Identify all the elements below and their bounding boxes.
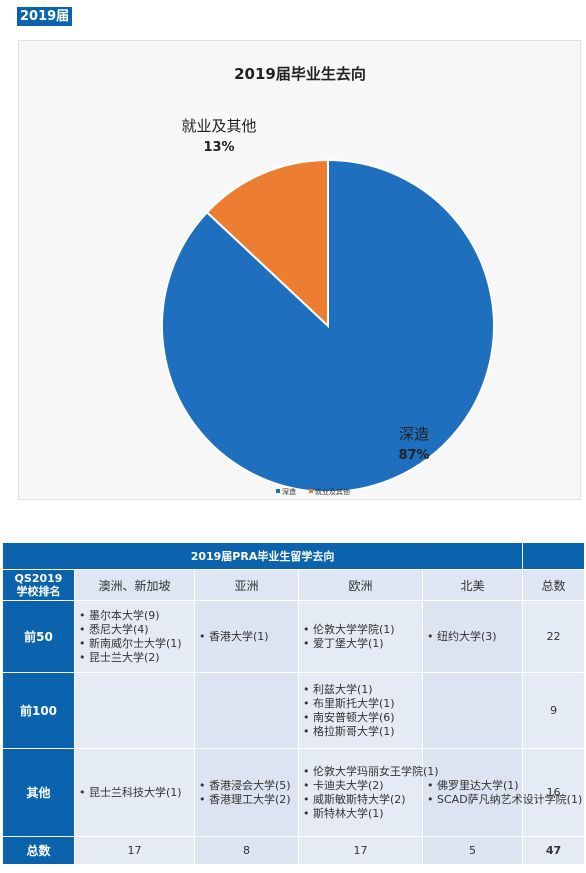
university-item: 新南威尔士大学(1) xyxy=(79,637,190,651)
pie-slice-0 xyxy=(161,158,495,493)
cell-other-aus-sg: 昆士兰科技大学(1) xyxy=(74,748,195,837)
university-item: 南安普顿大学(6) xyxy=(303,711,418,725)
cell-top50-europe: 伦敦大学学院(1)爱丁堡大学(1) xyxy=(298,600,423,673)
university-item: 悉尼大学(4) xyxy=(79,623,190,637)
cell-top50-total: 22 xyxy=(522,600,586,673)
col-header-na: 北美 xyxy=(421,569,524,601)
col-header-europe: 欧洲 xyxy=(298,569,423,601)
list-other-aus-sg: 昆士兰科技大学(1) xyxy=(79,786,190,800)
cell-top50-na: 纽约大学(3) xyxy=(421,600,524,673)
cell-top100-asia xyxy=(194,672,299,749)
university-item: 香港大学(1) xyxy=(199,630,294,644)
university-item: 格拉斯哥大学(1) xyxy=(303,725,418,739)
col-header-asia: 亚洲 xyxy=(194,569,299,601)
cell-other-na: 佛罗里达大学(1)SCAD萨凡纳艺术设计学院(1) xyxy=(421,748,582,837)
total-asia: 8 xyxy=(194,836,299,865)
chart-title: 2019届毕业生去向 xyxy=(234,65,366,83)
pie-slices xyxy=(161,158,495,493)
grand-total: 47 xyxy=(522,836,586,865)
university-item: 威斯敏斯特大学(2) xyxy=(303,793,418,807)
slice-label: 深造 xyxy=(399,425,429,443)
university-item: 香港浸会大学(5) xyxy=(199,779,294,793)
list-other-asia: 香港浸会大学(5)香港理工大学(2) xyxy=(199,779,294,807)
legend-swatch xyxy=(309,489,313,493)
university-item: 昆士兰大学(2) xyxy=(79,651,190,665)
destination-table: 2019届PRA毕业生留学去向 QS2019学校排名 澳洲、新加坡 亚洲 欧洲 … xyxy=(1,542,586,865)
slice-value-label: 13% xyxy=(203,140,234,155)
row-label-top50: 前50 xyxy=(2,600,75,673)
cell-top50-asia: 香港大学(1) xyxy=(194,600,299,673)
table-title-blank xyxy=(522,542,586,570)
pie-slice-labels: 深造 87% 就业及其他 13% xyxy=(181,117,429,463)
university-item: 香港理工大学(2) xyxy=(199,793,294,807)
university-item: 墨尔本大学(9) xyxy=(79,609,190,623)
table-title: 2019届PRA毕业生留学去向 xyxy=(1,542,524,570)
cell-top50-aus-sg: 墨尔本大学(9)悉尼大学(4)新南威尔士大学(1)昆士兰大学(2) xyxy=(74,600,195,673)
pie-chart: 2019届毕业生去向 深造 87% 就业及其他 13% 深造 就业及其他 xyxy=(18,40,581,500)
university-item: SCAD萨凡纳艺术设计学院(1) xyxy=(427,793,582,807)
cell-top100-europe: 利兹大学(1)布里斯托大学(1)南安普顿大学(6)格拉斯哥大学(1) xyxy=(298,672,423,749)
list-top50-asia: 香港大学(1) xyxy=(199,630,294,644)
university-item: 佛罗里达大学(1) xyxy=(427,779,519,793)
list-top50-europe: 伦敦大学学院(1)爱丁堡大学(1) xyxy=(303,623,418,651)
chart-legend: 深造 就业及其他 xyxy=(276,487,350,496)
list-top50-aus-sg: 墨尔本大学(9)悉尼大学(4)新南威尔士大学(1)昆士兰大学(2) xyxy=(79,609,190,665)
slice-label: 就业及其他 xyxy=(181,117,256,135)
total-aus-sg: 17 xyxy=(74,836,195,865)
total-europe: 17 xyxy=(298,836,423,865)
university-item: 布里斯托大学(1) xyxy=(303,697,418,711)
university-item: 伦敦大学学院(1) xyxy=(303,623,418,637)
year-tag: 2019届 xyxy=(17,7,73,26)
cell-top100-total: 9 xyxy=(522,672,586,749)
list-top50-na: 纽约大学(3) xyxy=(427,630,518,644)
legend-label: 就业及其他 xyxy=(315,487,350,496)
university-item: 利兹大学(1) xyxy=(303,683,418,697)
legend-swatch xyxy=(276,489,280,493)
col-header-total: 总数 xyxy=(522,569,586,601)
legend-label: 深造 xyxy=(282,487,296,496)
cell-other-europe: 伦敦大学玛丽女王学院(1)卡迪夫大学(2)威斯敏斯特大学(2)斯特林大学(1) xyxy=(298,748,439,837)
pie-slice-1 xyxy=(205,158,329,329)
col-header-rank: QS2019学校排名 xyxy=(2,569,75,601)
university-item: 斯特林大学(1) xyxy=(303,807,418,821)
total-na: 5 xyxy=(421,836,524,865)
col-header-aus-sg: 澳洲、新加坡 xyxy=(74,569,195,601)
university-item: 纽约大学(3) xyxy=(427,630,518,644)
list-other-europe: 伦敦大学玛丽女王学院(1)卡迪夫大学(2)威斯敏斯特大学(2)斯特林大学(1) xyxy=(303,765,439,821)
row-label-other: 其他 xyxy=(2,748,75,837)
slice-value-label: 87% xyxy=(398,448,429,463)
list-top100-europe: 利兹大学(1)布里斯托大学(1)南安普顿大学(6)格拉斯哥大学(1) xyxy=(303,683,418,739)
university-item: 昆士兰科技大学(1) xyxy=(79,786,190,800)
row-label-top100: 前100 xyxy=(2,672,75,749)
cell-other-asia: 香港浸会大学(5)香港理工大学(2) xyxy=(194,748,299,837)
university-item: 伦敦大学玛丽女王学院(1) xyxy=(303,765,439,779)
university-item: 卡迪夫大学(2) xyxy=(303,779,418,793)
university-item: 爱丁堡大学(1) xyxy=(303,637,418,651)
cell-top100-aus-sg xyxy=(74,672,195,749)
cell-top100-na xyxy=(421,672,524,749)
row-label-totals: 总数 xyxy=(2,836,75,865)
list-other-na: 佛罗里达大学(1)SCAD萨凡纳艺术设计学院(1) xyxy=(427,779,582,807)
